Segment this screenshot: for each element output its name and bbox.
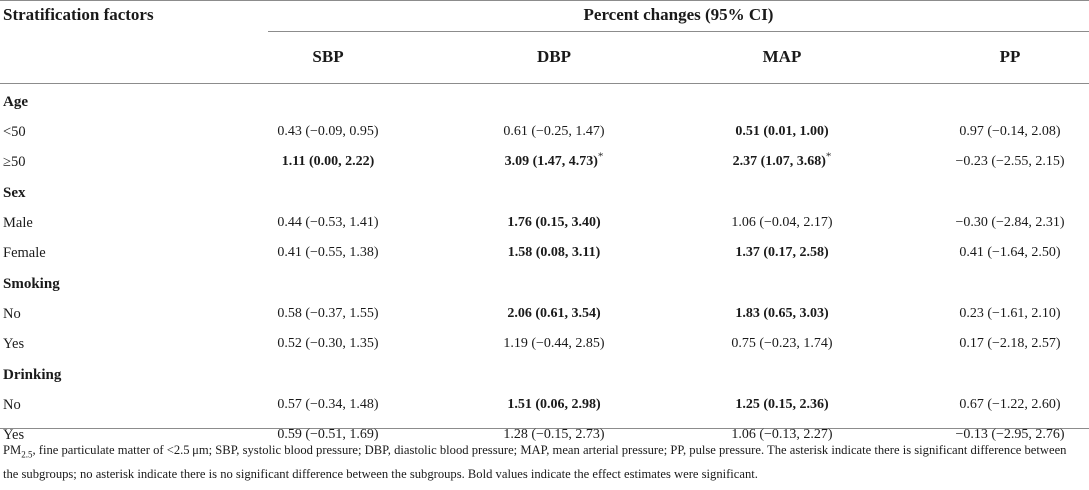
row-label: Female: [3, 245, 46, 261]
table-cell: 1.51 (0.06, 2.98): [444, 396, 664, 414]
spanner-rule: [268, 31, 1089, 32]
cell-value: 0.17 (−2.18, 2.57): [959, 336, 1061, 351]
table-cell: 0.44 (−0.53, 1.41): [218, 214, 438, 232]
table-cell: 0.52 (−0.30, 1.35): [218, 335, 438, 353]
cell-value: −0.13 (−2.95, 2.76): [955, 427, 1065, 442]
cell-value: 0.52 (−0.30, 1.35): [277, 336, 379, 351]
table-cell: 1.06 (−0.04, 2.17): [672, 214, 892, 232]
cell-value: 1.19 (−0.44, 2.85): [503, 336, 605, 351]
table-cell: 0.97 (−0.14, 2.08): [900, 123, 1089, 141]
cell-value: 0.75 (−0.23, 1.74): [731, 336, 833, 351]
cell-value: 1.51 (0.06, 2.98): [507, 397, 601, 412]
cell-value: 1.06 (−0.13, 2.27): [731, 427, 833, 442]
table-cell: 1.19 (−0.44, 2.85): [444, 335, 664, 353]
table-cell: 1.25 (0.15, 2.36): [672, 396, 892, 414]
cell-value: 0.67 (−1.22, 2.60): [959, 397, 1061, 412]
row-label: Male: [3, 215, 33, 231]
table-cell: 2.06 (0.61, 3.54): [444, 305, 664, 323]
cell-value: 0.61 (−0.25, 1.47): [503, 124, 605, 139]
table-cell: 0.75 (−0.23, 1.74): [672, 335, 892, 353]
cell-value: 1.25 (0.15, 2.36): [735, 397, 829, 412]
table-cell: 0.61 (−0.25, 1.47): [444, 123, 664, 141]
cell-value: 1.76 (0.15, 3.40): [507, 215, 601, 230]
cell-value: 0.51 (0.01, 1.00): [735, 124, 829, 139]
table-cell: 1.58 (0.08, 3.11): [444, 244, 664, 262]
table-cell: 1.06 (−0.13, 2.27): [672, 426, 892, 444]
cell-value: 0.23 (−1.61, 2.10): [959, 306, 1061, 321]
column-header-dbp: DBP: [537, 47, 571, 66]
table-cell: 1.37 (0.17, 2.58): [672, 244, 892, 262]
cell-value: 1.11 (0.00, 2.22): [281, 154, 375, 169]
table-cell: 0.59 (−0.51, 1.69): [218, 426, 438, 444]
row-label: No: [3, 306, 21, 322]
cell-value: 0.41 (−1.64, 2.50): [959, 245, 1061, 260]
cell-value: −0.23 (−2.55, 2.15): [955, 154, 1065, 169]
row-label: ≥50: [3, 154, 26, 170]
header-bottom-rule: [0, 83, 1089, 84]
cell-value: 0.41 (−0.55, 1.38): [277, 245, 379, 260]
footnote-pm-prefix: PM: [3, 443, 22, 457]
cell-value: 1.83 (0.65, 3.03): [735, 306, 829, 321]
top-rule: [0, 0, 1089, 1]
cell-value: 0.43 (−0.09, 0.95): [277, 124, 379, 139]
significance-asterisk: *: [825, 150, 832, 163]
cell-value: 2.06 (0.61, 3.54): [507, 306, 601, 321]
table-footnote: PM2.5, fine particulate matter of <2.5 μ…: [3, 441, 1083, 484]
significance-asterisk: *: [597, 150, 604, 163]
table-cell: −0.23 (−2.55, 2.15): [900, 153, 1089, 171]
footnote-text: , fine particulate matter of <2.5 μm; SB…: [3, 443, 1067, 481]
table-cell: 1.11 (0.00, 2.22): [218, 153, 438, 171]
row-label: Yes: [3, 336, 25, 352]
cell-value: 1.28 (−0.15, 2.73): [503, 427, 605, 442]
row-label: No: [3, 397, 21, 413]
cell-value: 1.58 (0.08, 3.11): [507, 245, 601, 260]
spanner-header: Percent changes (95% CI): [583, 5, 774, 24]
table-bottom-rule: [0, 428, 1089, 429]
table-cell: 0.23 (−1.61, 2.10): [900, 305, 1089, 323]
table-cell: 1.28 (−0.15, 2.73): [444, 426, 664, 444]
cell-value: 0.58 (−0.37, 1.55): [277, 306, 379, 321]
table-cell: −0.13 (−2.95, 2.76): [900, 426, 1089, 444]
cell-value: 0.57 (−0.34, 1.48): [277, 397, 379, 412]
group-label: Drinking: [3, 367, 62, 383]
table-cell: 0.51 (0.01, 1.00): [672, 123, 892, 141]
cell-value: 1.06 (−0.04, 2.17): [731, 215, 833, 230]
footnote-pm-subscript: 2.5: [21, 449, 33, 460]
cell-value: 3.09 (1.47, 4.73): [504, 154, 598, 169]
column-header-map: MAP: [762, 47, 802, 66]
table-cell: 0.43 (−0.09, 0.95): [218, 123, 438, 141]
row-label: <50: [3, 124, 26, 140]
column-header-pp: PP: [999, 47, 1021, 66]
group-label: Sex: [3, 185, 26, 201]
table-cell: 1.83 (0.65, 3.03): [672, 305, 892, 323]
table-cell: 0.41 (−0.55, 1.38): [218, 244, 438, 262]
cell-value: 1.37 (0.17, 2.58): [735, 245, 829, 260]
group-label: Smoking: [3, 276, 60, 292]
table-cell: −0.30 (−2.84, 2.31): [900, 214, 1089, 232]
stub-header: Stratification factors: [3, 5, 154, 24]
cell-value: 2.37 (1.07, 3.68): [732, 154, 826, 169]
table-cell: 0.41 (−1.64, 2.50): [900, 244, 1089, 262]
table-cell: 0.57 (−0.34, 1.48): [218, 396, 438, 414]
cell-value: 0.97 (−0.14, 2.08): [959, 124, 1061, 139]
table-cell: 3.09 (1.47, 4.73)*: [444, 150, 664, 171]
row-label: Yes: [3, 427, 25, 443]
table-cell: 2.37 (1.07, 3.68)*: [672, 150, 892, 171]
table-cell: 0.58 (−0.37, 1.55): [218, 305, 438, 323]
column-header-sbp: SBP: [312, 47, 344, 66]
table-cell: 1.76 (0.15, 3.40): [444, 214, 664, 232]
cell-value: −0.30 (−2.84, 2.31): [955, 215, 1065, 230]
cell-value: 0.44 (−0.53, 1.41): [277, 215, 379, 230]
table-cell: 0.67 (−1.22, 2.60): [900, 396, 1089, 414]
table-cell: 0.17 (−2.18, 2.57): [900, 335, 1089, 353]
group-label: Age: [3, 94, 28, 110]
cell-value: 0.59 (−0.51, 1.69): [277, 427, 379, 442]
